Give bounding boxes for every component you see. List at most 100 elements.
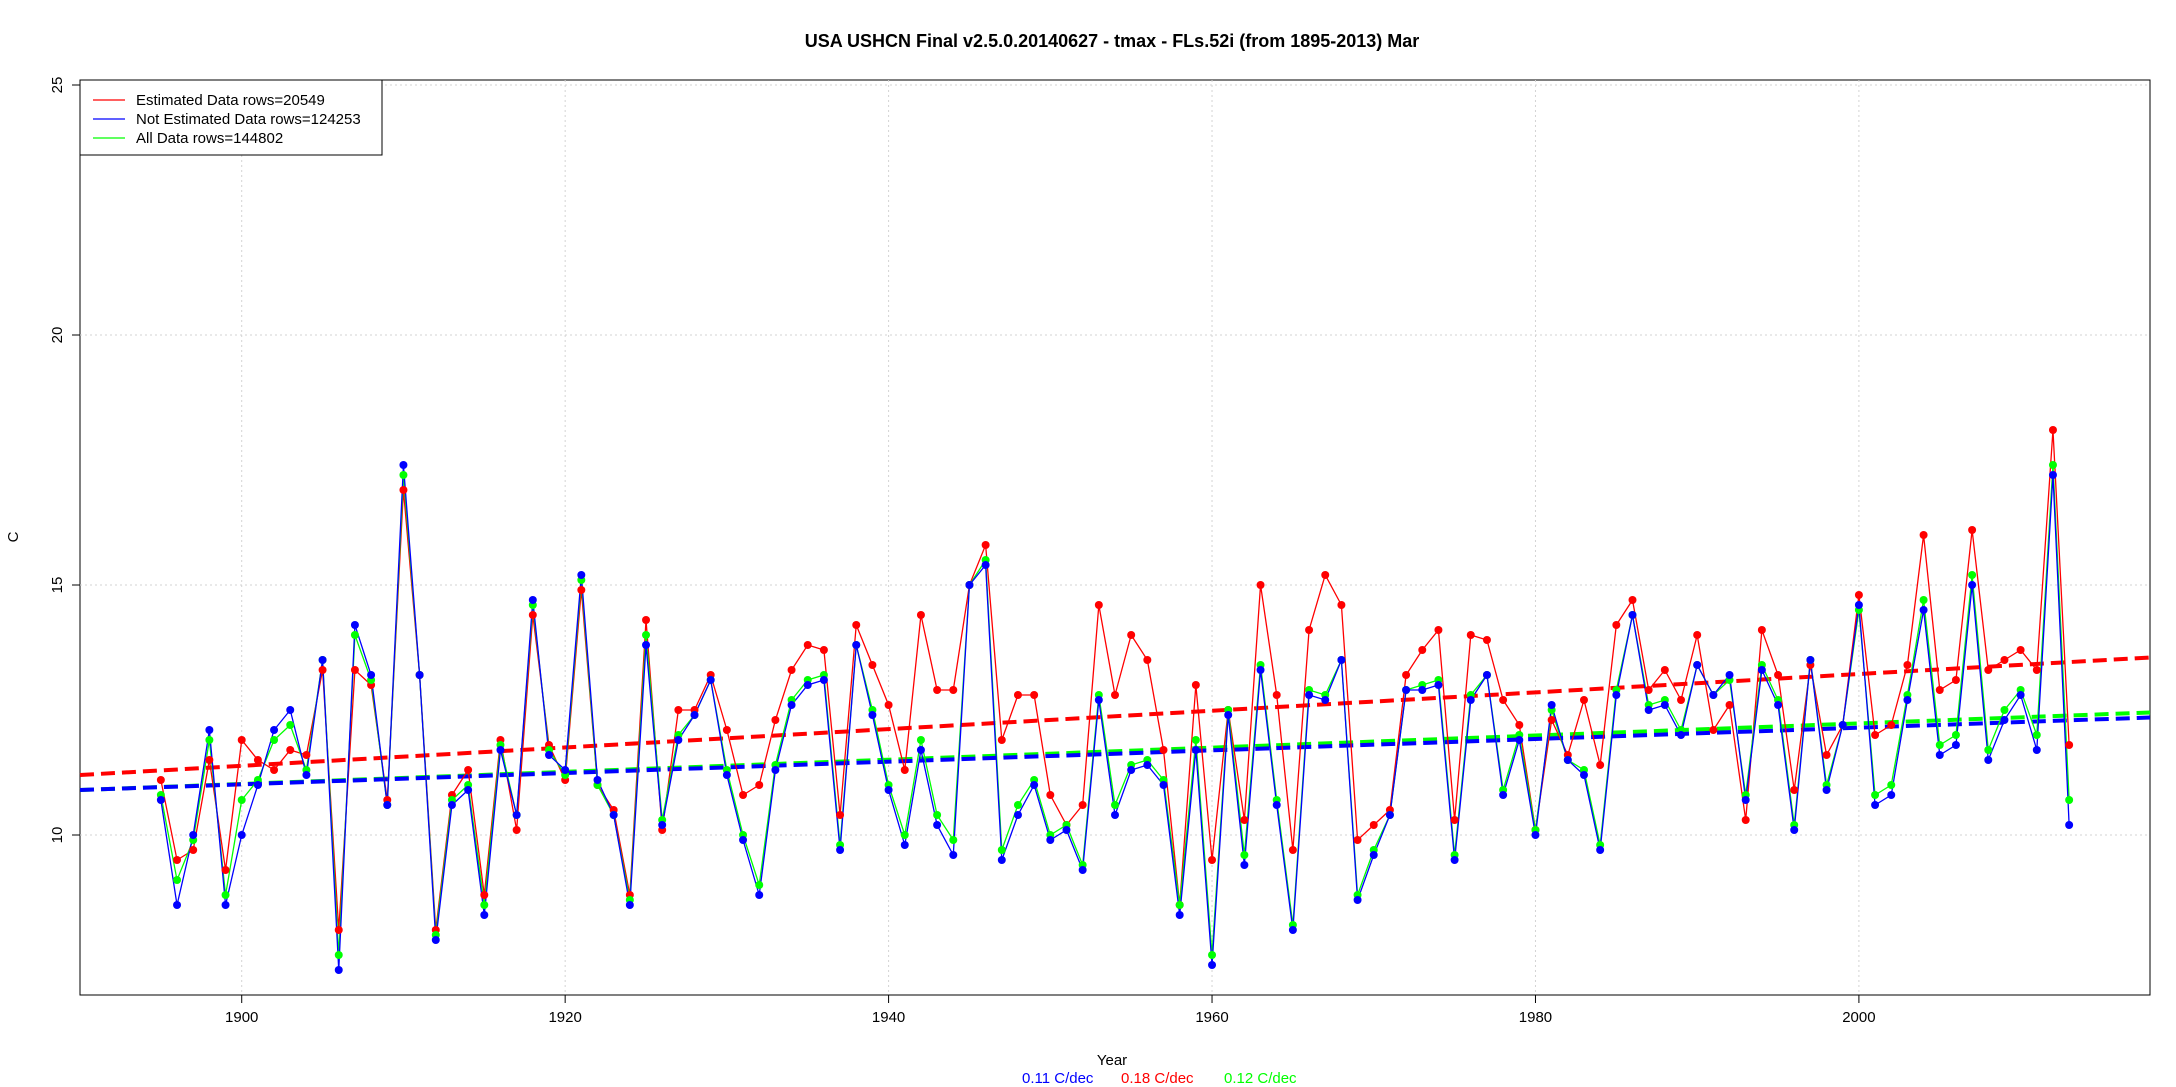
data-point <box>156 776 165 784</box>
data-point <box>868 711 877 719</box>
plot-frame <box>79 79 2151 996</box>
data-point <box>2032 746 2041 754</box>
data-point <box>2048 471 2057 479</box>
data-point <box>1563 756 1572 764</box>
data-point <box>1757 666 1766 674</box>
data-point <box>1208 856 1217 864</box>
data-point <box>1030 691 1039 699</box>
data-point <box>1725 701 1734 709</box>
data-point <box>1984 666 1993 674</box>
data-point <box>1612 691 1621 699</box>
data-point <box>1935 686 1944 694</box>
data-point <box>334 951 343 959</box>
data-point <box>997 856 1006 864</box>
data-point <box>1935 751 1944 759</box>
data-point <box>2065 821 2074 829</box>
data-point <box>884 701 893 709</box>
data-point <box>884 786 893 794</box>
data-point <box>1644 706 1653 714</box>
data-point <box>868 661 877 669</box>
data-point <box>399 461 408 469</box>
data-point <box>642 631 651 639</box>
data-point <box>1547 701 1556 709</box>
data-point <box>852 641 861 649</box>
data-point <box>528 611 537 619</box>
data-point <box>1968 581 1977 589</box>
data-point <box>464 766 473 774</box>
data-point <box>1596 761 1605 769</box>
data-point <box>1499 791 1508 799</box>
legend-label-all: All Data rows=144802 <box>136 130 283 147</box>
data-point <box>1143 761 1152 769</box>
data-point <box>1369 851 1378 859</box>
data-point <box>1240 851 1249 859</box>
data-point <box>1208 951 1217 959</box>
data-point <box>512 826 521 834</box>
data-point <box>642 641 651 649</box>
data-point <box>1984 746 1993 754</box>
x-tick-label: 1940 <box>872 1009 905 1026</box>
data-point <box>852 621 861 629</box>
data-point <box>771 716 780 724</box>
data-point <box>1596 846 1605 854</box>
data-point <box>1402 671 1411 679</box>
data-point <box>997 736 1006 744</box>
x-axis-label: Year <box>1097 1052 1127 1069</box>
data-point <box>1935 741 1944 749</box>
data-point <box>803 681 812 689</box>
data-point <box>447 801 456 809</box>
data-point <box>1919 606 1928 614</box>
x-tick-label: 1980 <box>1519 1009 1552 1026</box>
data-point <box>1919 531 1928 539</box>
legend-label-estimated: Estimated Data rows=20549 <box>136 92 325 109</box>
data-point <box>1353 896 1362 904</box>
data-point <box>836 846 845 854</box>
data-point <box>1240 861 1249 869</box>
data-point <box>1305 691 1314 699</box>
data-point <box>609 811 618 819</box>
trend-line <box>79 715 2151 792</box>
data-point <box>221 866 230 874</box>
data-point <box>544 751 553 759</box>
data-point <box>1111 801 1119 809</box>
data-point <box>1450 856 1459 864</box>
x-tick-label: 2000 <box>1842 1009 1875 1026</box>
data-point <box>593 776 602 784</box>
data-point <box>221 901 230 909</box>
data-point <box>949 851 958 859</box>
x-tick-label: 1960 <box>1195 1009 1228 1026</box>
data-point <box>981 561 990 569</box>
data-point <box>916 746 925 754</box>
data-point <box>237 831 246 839</box>
data-point <box>658 821 667 829</box>
data-point <box>1466 631 1475 639</box>
data-point <box>286 746 295 754</box>
data-point <box>1094 601 1103 609</box>
data-point <box>1871 731 1880 739</box>
data-point <box>173 901 182 909</box>
data-point <box>722 771 731 779</box>
data-point <box>771 766 780 774</box>
data-point <box>722 726 731 734</box>
data-point <box>900 841 909 849</box>
data-point <box>1353 836 1362 844</box>
data-point <box>1919 596 1928 604</box>
data-point <box>1078 866 1087 874</box>
data-point <box>933 811 942 819</box>
data-point <box>1434 681 1443 689</box>
data-point <box>1288 846 1297 854</box>
chart-title: USA USHCN Final v2.5.0.20140627 - tmax -… <box>805 31 1420 51</box>
data-point <box>561 766 570 774</box>
data-point <box>2065 796 2074 804</box>
data-point <box>1127 766 1136 774</box>
data-point <box>1887 791 1896 799</box>
data-point <box>1515 736 1524 744</box>
data-point <box>1660 701 1669 709</box>
data-point <box>221 891 230 899</box>
y-tick-label: 20 <box>49 327 66 344</box>
data-point <box>1369 821 1378 829</box>
data-point <box>512 811 521 819</box>
data-point <box>1013 691 1022 699</box>
data-point <box>1256 666 1265 674</box>
